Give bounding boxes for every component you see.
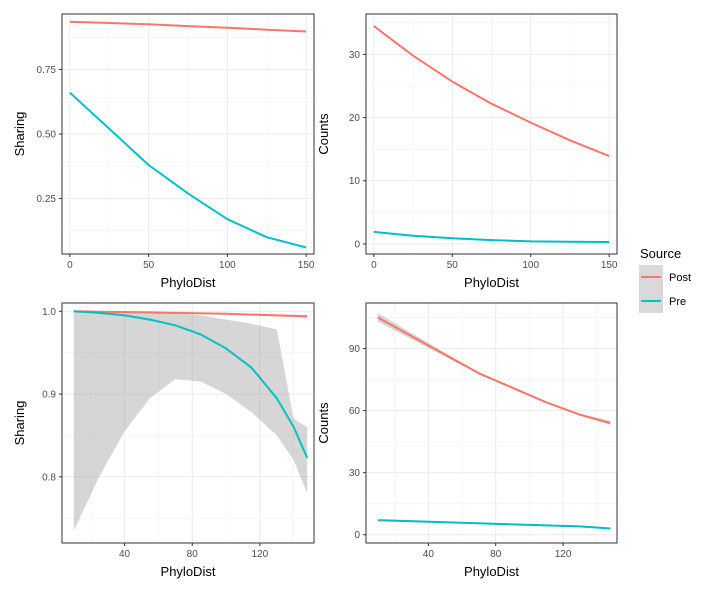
plot-background <box>366 303 617 543</box>
y-tick-label: 0.8 <box>42 472 56 483</box>
y-tick-label: 1.0 <box>42 307 56 318</box>
x-tick-label: 80 <box>490 549 502 560</box>
y-tick-label: 30 <box>349 468 361 479</box>
y-tick-label: 20 <box>349 113 361 124</box>
x-tick-label: 100 <box>522 260 539 271</box>
line-pre <box>373 230 610 243</box>
panel-border <box>61 302 315 544</box>
y-axis-title: Sharing <box>12 112 27 157</box>
x-tick-label: 40 <box>423 549 435 560</box>
y-tick-label: 0.25 <box>37 194 57 205</box>
legend-title: Source <box>640 246 681 261</box>
y-axis-title: Counts <box>316 402 331 444</box>
legend: Source Post Pre <box>639 246 691 313</box>
y-tick-label: 0 <box>354 239 360 250</box>
line-pre <box>73 310 309 459</box>
line-post <box>377 316 611 424</box>
line-pre <box>377 519 611 530</box>
x-tick-label: 150 <box>601 260 618 271</box>
x-axis-title: PhyloDist <box>464 564 519 579</box>
x-tick-label: 0 <box>371 260 377 271</box>
line-post <box>69 20 307 33</box>
x-tick-label: 120 <box>252 549 269 560</box>
x-tick-label: 120 <box>555 549 572 560</box>
x-axis-title: PhyloDist <box>161 275 216 290</box>
panel-bottom-right: 40 80 120 0 30 60 90 PhyloDist Counts <box>316 302 618 579</box>
panel-bottom-left: 40 80 120 0.8 0.9 1.0 PhyloDist Sharing <box>12 302 315 579</box>
legend-label-pre: Pre <box>669 296 686 308</box>
x-tick-label: 80 <box>187 549 199 560</box>
legend-label-post: Post <box>669 272 691 284</box>
panel-border <box>365 13 618 255</box>
x-tick-label: 100 <box>219 260 236 271</box>
y-axis-title: Sharing <box>12 401 27 446</box>
x-axis-title: PhyloDist <box>161 564 216 579</box>
line-post <box>373 25 610 158</box>
y-tick-label: 0.75 <box>37 65 57 76</box>
x-tick-label: 50 <box>143 260 155 271</box>
y-tick-label: 0 <box>354 530 360 541</box>
y-tick-label: 0.9 <box>42 390 56 401</box>
x-tick-label: 50 <box>447 260 459 271</box>
x-tick-label: 150 <box>298 260 315 271</box>
y-axis-title: Counts <box>316 113 331 155</box>
y-tick-label: 30 <box>349 50 361 61</box>
panel-top-left: 0 50 100 150 0.25 0.50 0.75 PhyloDist Sharing <box>12 13 315 290</box>
plot-background <box>62 303 314 543</box>
line-pre <box>69 91 307 249</box>
panel-border <box>365 302 618 544</box>
panel-top-right: 0 50 100 150 0 10 20 30 PhyloDist Counts <box>316 13 618 290</box>
y-tick-label: 0.50 <box>37 130 57 141</box>
line-post <box>73 310 308 318</box>
y-tick-label: 10 <box>349 176 361 187</box>
x-tick-label: 0 <box>67 260 73 271</box>
y-tick-label: 90 <box>349 344 361 355</box>
x-axis-title: PhyloDist <box>464 275 519 290</box>
x-tick-label: 40 <box>119 549 131 560</box>
y-tick-label: 60 <box>349 406 361 417</box>
